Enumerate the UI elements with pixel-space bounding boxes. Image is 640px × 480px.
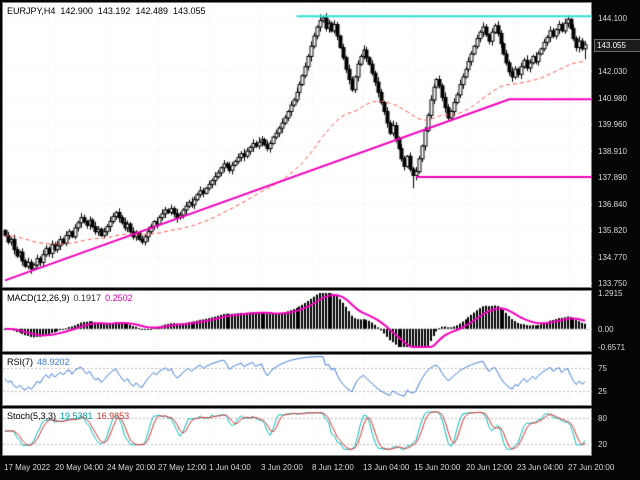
rsi-scale-label: 75 xyxy=(598,364,607,373)
price-axis-label: 133.750 xyxy=(598,279,627,288)
current-price-badge: 143.055 xyxy=(594,39,640,52)
price-axis-label: 144.100 xyxy=(598,14,627,23)
time-axis-label: 27 Jun 20:00 xyxy=(568,463,615,472)
price-axis-label: 142.030 xyxy=(598,67,627,76)
price-axis-label: 139.960 xyxy=(598,120,627,129)
price-axis-label: 135.820 xyxy=(598,226,627,235)
macd-scale-label: 0.00 xyxy=(598,325,614,334)
time-axis-label: 20 Jun 12:00 xyxy=(466,463,513,472)
time-axis-label: 23 Jun 04:00 xyxy=(517,463,564,472)
price-axis-label: 137.890 xyxy=(598,173,627,182)
time-axis-label: 17 May 2022 xyxy=(4,463,51,472)
rsi-scale-label: 25 xyxy=(598,387,607,396)
stoch-scale-label: 20 xyxy=(598,440,607,449)
price-axis-label: 134.770 xyxy=(598,253,627,262)
price-axis-label: 140.980 xyxy=(598,94,627,103)
time-axis-label: 24 May 20:00 xyxy=(107,463,156,472)
time-axis-label: 15 Jun 20:00 xyxy=(414,463,461,472)
time-axis-label: 13 Jun 04:00 xyxy=(363,463,410,472)
time-axis-label: 3 Jun 20:00 xyxy=(261,463,303,472)
time-axis-label: 27 May 12:00 xyxy=(158,463,207,472)
time-axis-label: 8 Jun 12:00 xyxy=(312,463,354,472)
stoch-scale-label: 80 xyxy=(598,414,607,423)
price-axis-label: 138.910 xyxy=(598,147,627,156)
time-axis-label: 20 May 04:00 xyxy=(55,463,104,472)
price-axis-label: 136.840 xyxy=(598,200,627,209)
price-axis[interactable]: 144.100 142.030 140.980 139.960 138.910 137.8… xyxy=(594,0,640,458)
time-axis[interactable]: 17 May 2022 20 May 04:00 24 May 20:00 27 Ma… xyxy=(0,458,640,480)
time-axis-label: 1 Jun 04:00 xyxy=(209,463,251,472)
macd-scale-label: 1.2915 xyxy=(598,289,623,298)
macd-scale-label: -0.6571 xyxy=(598,343,626,352)
